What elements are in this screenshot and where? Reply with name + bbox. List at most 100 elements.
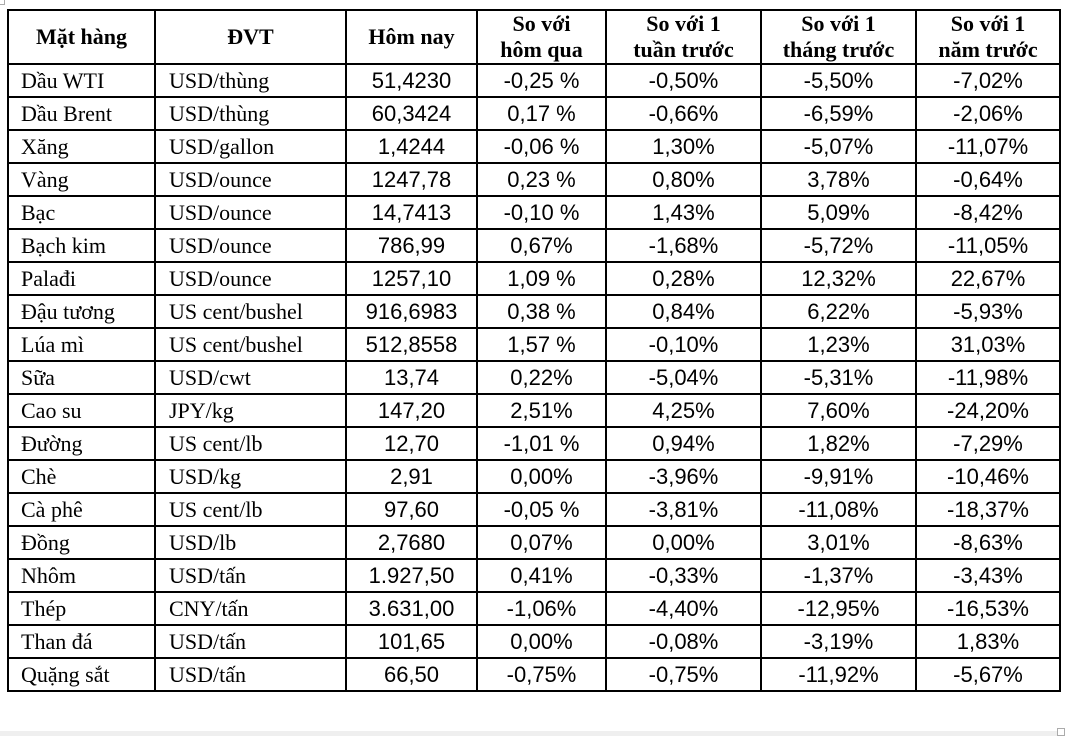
unit-cell: USD/thùng bbox=[154, 63, 347, 98]
commodity-name-cell: Quặng sắt bbox=[7, 657, 156, 692]
table-row: Dầu Brent USD/thùng 60,3424 0,17 % -0,66… bbox=[7, 96, 1061, 131]
vs-year-cell: -7,02% bbox=[915, 63, 1061, 98]
header-vs-year-line1: So với 1 bbox=[950, 11, 1026, 36]
vs-yesterday-cell: -0,25 % bbox=[476, 63, 607, 98]
unit-cell: CNY/tấn bbox=[154, 591, 347, 626]
commodity-name-cell: Bạc bbox=[7, 195, 156, 230]
vs-year-cell: -5,67% bbox=[915, 657, 1061, 692]
vs-month-cell: 1,23% bbox=[760, 327, 917, 362]
vs-yesterday-cell: 0,67% bbox=[476, 228, 607, 263]
table-row: Cà phê US cent/lb 97,60 -0,05 % -3,81% -… bbox=[7, 492, 1061, 527]
header-row: Mặt hàng ĐVT Hôm nay So với hôm qua So vớ… bbox=[7, 9, 1061, 65]
vs-yesterday-cell: -1,06% bbox=[476, 591, 607, 626]
header-vs-yesterday: So với hôm qua bbox=[476, 9, 607, 65]
vs-yesterday-cell: 1,57 % bbox=[476, 327, 607, 362]
unit-cell: US cent/lb bbox=[154, 426, 347, 461]
vs-week-cell: -4,40% bbox=[605, 591, 762, 626]
vs-year-cell: -3,43% bbox=[915, 558, 1061, 593]
commodity-name-cell: Nhôm bbox=[7, 558, 156, 593]
vs-yesterday-cell: -0,06 % bbox=[476, 129, 607, 164]
today-value-cell: 2,91 bbox=[345, 459, 478, 494]
vs-month-cell: 3,78% bbox=[760, 162, 917, 197]
table-row: Lúa mì US cent/bushel 512,8558 1,57 % -0… bbox=[7, 327, 1061, 362]
vs-yesterday-cell: 0,07% bbox=[476, 525, 607, 560]
vs-month-cell: -6,59% bbox=[760, 96, 917, 131]
unit-cell: JPY/kg bbox=[154, 393, 347, 428]
commodity-name-cell: Sữa bbox=[7, 360, 156, 395]
today-value-cell: 786,99 bbox=[345, 228, 478, 263]
unit-cell: USD/kg bbox=[154, 459, 347, 494]
header-vs-month-line2: tháng trước bbox=[782, 37, 895, 62]
vs-month-cell: -5,50% bbox=[760, 63, 917, 98]
vs-week-cell: 1,43% bbox=[605, 195, 762, 230]
vs-week-cell: -3,81% bbox=[605, 492, 762, 527]
table-row: Bạch kim USD/ounce 786,99 0,67% -1,68% -… bbox=[7, 228, 1061, 263]
vs-month-cell: 7,60% bbox=[760, 393, 917, 428]
unit-cell: US cent/lb bbox=[154, 492, 347, 527]
selection-handle-bottom-right[interactable] bbox=[1057, 728, 1065, 736]
table-row: Vàng USD/ounce 1247,78 0,23 % 0,80% 3,78… bbox=[7, 162, 1061, 197]
vs-year-cell: 31,03% bbox=[915, 327, 1061, 362]
today-value-cell: 1257,10 bbox=[345, 261, 478, 296]
vs-week-cell: -1,68% bbox=[605, 228, 762, 263]
selection-handle-top-left[interactable] bbox=[0, 0, 5, 5]
vs-month-cell: 5,09% bbox=[760, 195, 917, 230]
unit-cell: USD/tấn bbox=[154, 558, 347, 593]
vs-week-cell: 0,94% bbox=[605, 426, 762, 461]
vs-month-cell: -11,92% bbox=[760, 657, 917, 692]
table-row: Palađi USD/ounce 1257,10 1,09 % 0,28% 12… bbox=[7, 261, 1061, 296]
table-row: Chè USD/kg 2,91 0,00% -3,96% -9,91% -10,… bbox=[7, 459, 1061, 494]
vs-yesterday-cell: 0,22% bbox=[476, 360, 607, 395]
today-value-cell: 101,65 bbox=[345, 624, 478, 659]
vs-yesterday-cell: 0,17 % bbox=[476, 96, 607, 131]
commodity-name-cell: Vàng bbox=[7, 162, 156, 197]
commodity-name-cell: Thép bbox=[7, 591, 156, 626]
vs-yesterday-cell: -0,10 % bbox=[476, 195, 607, 230]
vs-month-cell: -5,72% bbox=[760, 228, 917, 263]
vs-year-cell: -5,93% bbox=[915, 294, 1061, 329]
vs-year-cell: 1,83% bbox=[915, 624, 1061, 659]
vs-month-cell: 12,32% bbox=[760, 261, 917, 296]
unit-cell: USD/ounce bbox=[154, 228, 347, 263]
today-value-cell: 66,50 bbox=[345, 657, 478, 692]
vs-week-cell: -0,66% bbox=[605, 96, 762, 131]
vs-month-cell: -5,07% bbox=[760, 129, 917, 164]
today-value-cell: 512,8558 bbox=[345, 327, 478, 362]
vs-month-cell: 3,01% bbox=[760, 525, 917, 560]
vs-month-cell: 1,82% bbox=[760, 426, 917, 461]
unit-cell: USD/tấn bbox=[154, 657, 347, 692]
vs-yesterday-cell: -0,05 % bbox=[476, 492, 607, 527]
commodity-name-cell: Xăng bbox=[7, 129, 156, 164]
today-value-cell: 1247,78 bbox=[345, 162, 478, 197]
vs-month-cell: -3,19% bbox=[760, 624, 917, 659]
table-row: Cao su JPY/kg 147,20 2,51% 4,25% 7,60% -… bbox=[7, 393, 1061, 428]
vs-year-cell: -11,07% bbox=[915, 129, 1061, 164]
header-commodity: Mặt hàng bbox=[7, 9, 156, 65]
header-vs-month-line1: So với 1 bbox=[801, 11, 876, 36]
today-value-cell: 51,4230 bbox=[345, 63, 478, 98]
header-vs-yesterday-line2: hôm qua bbox=[500, 37, 583, 62]
vs-week-cell: -0,08% bbox=[605, 624, 762, 659]
commodity-name-cell: Palađi bbox=[7, 261, 156, 296]
vs-yesterday-cell: 0,38 % bbox=[476, 294, 607, 329]
today-value-cell: 60,3424 bbox=[345, 96, 478, 131]
vs-year-cell: -7,29% bbox=[915, 426, 1061, 461]
vs-week-cell: 0,28% bbox=[605, 261, 762, 296]
today-value-cell: 12,70 bbox=[345, 426, 478, 461]
unit-cell: USD/ounce bbox=[154, 195, 347, 230]
unit-cell: US cent/bushel bbox=[154, 294, 347, 329]
vs-yesterday-cell: 2,51% bbox=[476, 393, 607, 428]
today-value-cell: 97,60 bbox=[345, 492, 478, 527]
header-vs-year: So với 1 năm trước bbox=[915, 9, 1061, 65]
vs-month-cell: -5,31% bbox=[760, 360, 917, 395]
table-row: Xăng USD/gallon 1,4244 -0,06 % 1,30% -5,… bbox=[7, 129, 1061, 164]
vs-month-cell: -11,08% bbox=[760, 492, 917, 527]
vs-month-cell: -9,91% bbox=[760, 459, 917, 494]
vs-week-cell: -0,10% bbox=[605, 327, 762, 362]
header-vs-week-line1: So với 1 bbox=[646, 11, 721, 36]
table-row: Than đá USD/tấn 101,65 0,00% -0,08% -3,1… bbox=[7, 624, 1061, 659]
vs-yesterday-cell: 0,00% bbox=[476, 624, 607, 659]
vs-week-cell: -5,04% bbox=[605, 360, 762, 395]
commodity-name-cell: Cao su bbox=[7, 393, 156, 428]
